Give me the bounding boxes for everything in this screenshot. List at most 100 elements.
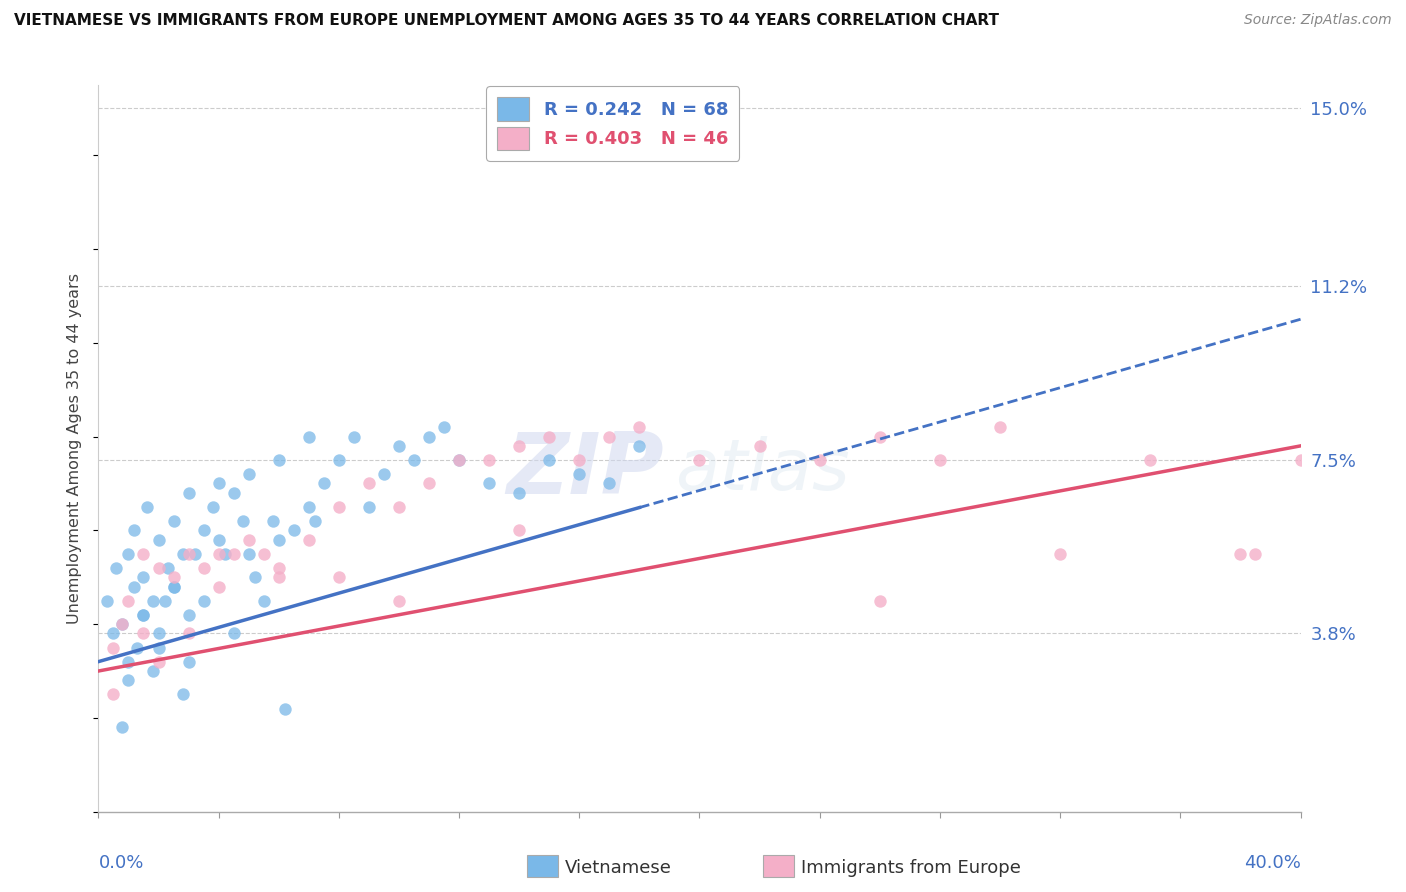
Point (267, 570, 290, 584)
Point (568, 467, 591, 481)
Point (304, 514, 326, 528)
Point (117, 547, 139, 561)
Point (1049, 547, 1071, 561)
Point (103, 640, 125, 655)
Point (177, 655, 200, 669)
Point (267, 453, 290, 467)
Point (478, 453, 501, 467)
Point (111, 617, 134, 632)
Point (1229, 547, 1251, 561)
Point (177, 547, 200, 561)
Point (238, 547, 260, 561)
Point (111, 617, 134, 632)
Point (433, 420, 456, 434)
Point (748, 439, 770, 453)
Point (132, 570, 155, 584)
Point (222, 485, 245, 500)
Text: atlas: atlas (675, 435, 851, 505)
Text: 0.0%: 0.0% (98, 854, 143, 872)
Point (148, 561, 170, 575)
Point (132, 607, 155, 622)
Point (808, 453, 831, 467)
Text: Source: ZipAtlas.com: Source: ZipAtlas.com (1244, 13, 1392, 28)
Point (208, 580, 231, 594)
Point (208, 476, 231, 491)
Point (177, 626, 200, 640)
Point (183, 547, 205, 561)
Point (141, 664, 163, 678)
Point (418, 476, 440, 491)
Point (156, 561, 179, 575)
Point (208, 533, 231, 547)
Point (111, 720, 134, 734)
Point (148, 533, 170, 547)
Point (598, 429, 620, 443)
Point (243, 570, 266, 584)
Point (478, 476, 501, 491)
Point (388, 439, 411, 453)
Point (193, 524, 215, 538)
Point (193, 561, 215, 575)
Point (193, 593, 215, 607)
Point (1139, 453, 1161, 467)
Point (447, 453, 470, 467)
Point (172, 688, 194, 702)
Point (127, 640, 149, 655)
Point (238, 467, 260, 481)
Text: VIETNAMESE VS IMMIGRANTS FROM EUROPE UNEMPLOYMENT AMONG AGES 35 TO 44 YEARS CORR: VIETNAMESE VS IMMIGRANTS FROM EUROPE UNE… (14, 13, 1000, 29)
Y-axis label: Unemployment Among Ages 35 to 44 years: Unemployment Among Ages 35 to 44 years (67, 273, 83, 624)
Point (132, 626, 155, 640)
Point (117, 593, 139, 607)
Point (628, 439, 651, 453)
Text: ZIP: ZIP (506, 428, 664, 511)
Point (357, 500, 380, 514)
Point (148, 626, 170, 640)
Point (135, 500, 157, 514)
Point (689, 453, 711, 467)
Point (222, 626, 245, 640)
Point (253, 547, 276, 561)
Point (508, 524, 530, 538)
Point (538, 429, 561, 443)
Point (343, 429, 366, 443)
Point (388, 593, 411, 607)
Point (274, 701, 297, 715)
Point (328, 500, 350, 514)
Point (447, 453, 470, 467)
Text: 40.0%: 40.0% (1244, 854, 1301, 872)
Point (141, 593, 163, 607)
Point (628, 420, 651, 434)
Point (869, 429, 891, 443)
Point (298, 500, 321, 514)
Point (388, 500, 411, 514)
Point (598, 476, 620, 491)
Point (312, 476, 335, 491)
Point (298, 533, 321, 547)
Point (153, 593, 176, 607)
Point (508, 485, 530, 500)
Point (988, 420, 1011, 434)
Point (162, 580, 184, 594)
Point (214, 547, 236, 561)
Point (222, 547, 245, 561)
Point (162, 570, 184, 584)
Point (124, 580, 146, 594)
Point (132, 607, 155, 622)
Point (1244, 547, 1267, 561)
Point (124, 524, 146, 538)
Point (267, 561, 290, 575)
Point (373, 467, 395, 481)
Point (232, 514, 254, 528)
Point (262, 514, 284, 528)
Point (177, 485, 200, 500)
Point (162, 580, 184, 594)
Point (508, 439, 530, 453)
Point (103, 688, 125, 702)
Text: Vietnamese: Vietnamese (565, 859, 672, 877)
Point (105, 561, 128, 575)
Point (929, 453, 952, 467)
Point (283, 524, 305, 538)
Point (298, 429, 321, 443)
Point (117, 655, 139, 669)
Point (253, 593, 276, 607)
